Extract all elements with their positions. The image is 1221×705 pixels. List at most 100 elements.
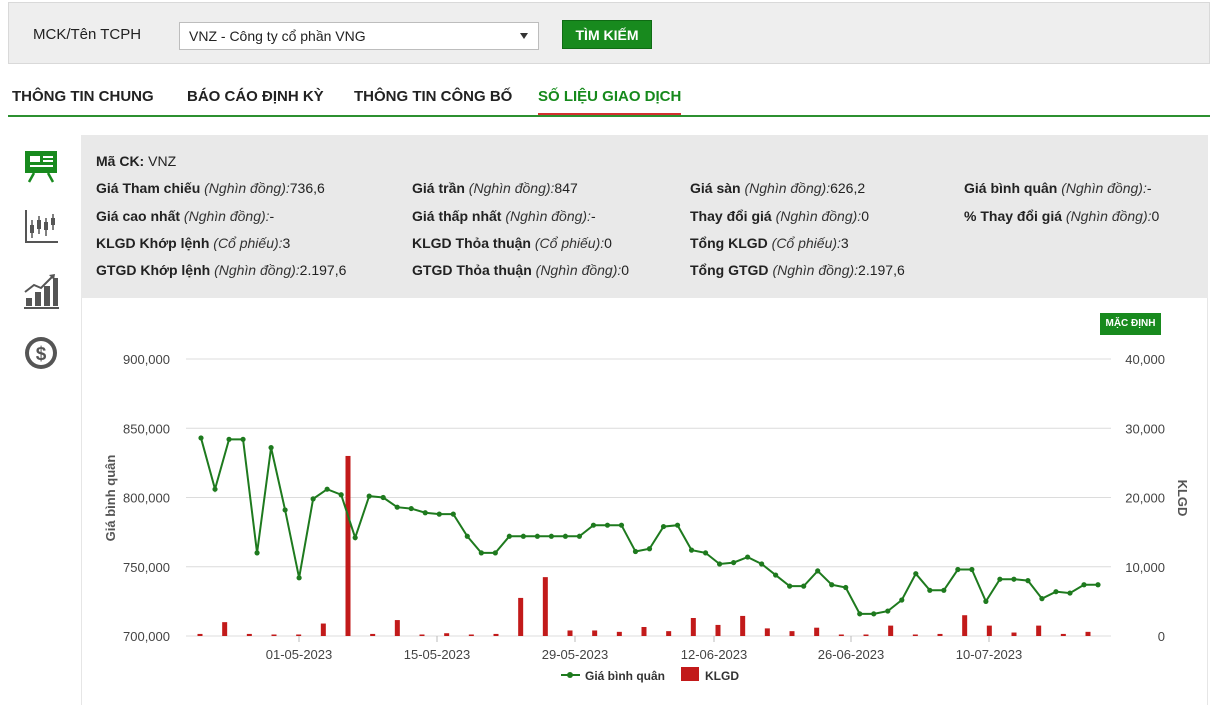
- volume-bar: [468, 634, 474, 636]
- ref-price: Giá Tham chiếu (Nghìn đồng):736,6: [96, 180, 325, 196]
- price-point: [801, 583, 807, 589]
- price-point: [240, 436, 246, 442]
- volume-bar: [962, 615, 968, 636]
- volume-bar: [246, 633, 252, 636]
- price-point: [492, 550, 498, 556]
- volume-bar: [592, 630, 598, 636]
- y-tick-label: 850,000: [123, 421, 170, 436]
- legend-bar-swatch: [681, 667, 699, 681]
- search-label: MCK/Tên TCPH: [33, 26, 142, 43]
- high-price: Giá cao nhất (Nghìn đồng):-: [96, 208, 275, 224]
- volume-bar: [690, 617, 696, 636]
- price-point: [226, 436, 232, 442]
- volume-bar: [1036, 625, 1042, 636]
- volume-bar: [937, 633, 943, 636]
- price-point: [198, 435, 204, 441]
- default-button[interactable]: MẶC ĐỊNH: [1100, 313, 1161, 335]
- volume-bar: [493, 633, 499, 636]
- volume-bar: [345, 455, 351, 636]
- y-tick-label: 800,000: [123, 491, 170, 506]
- price-point: [955, 566, 961, 573]
- volume-bar: [542, 577, 548, 636]
- price-point: [576, 533, 583, 539]
- price-point: [899, 597, 905, 603]
- volume-bar: [296, 634, 302, 636]
- price-point: [674, 522, 681, 528]
- volume-bar: [666, 631, 672, 636]
- tab-trading-data[interactable]: SỐ LIỆU GIAO DỊCH: [538, 88, 682, 115]
- search-button[interactable]: TÌM KIẾM: [562, 20, 652, 49]
- price-point: [254, 550, 260, 556]
- volume-bar: [641, 626, 647, 636]
- candlestick-icon[interactable]: [22, 208, 60, 246]
- volume-bar: [518, 597, 524, 636]
- price-point: [983, 598, 989, 604]
- dollar-coin-icon[interactable]: $: [22, 334, 60, 372]
- price-point: [352, 535, 358, 541]
- stock-select-value: VNZ - Công ty cổ phần VNG: [189, 28, 366, 44]
- price-point: [787, 583, 793, 589]
- volume-bar: [271, 634, 277, 636]
- y2-axis-title: KLGD: [1175, 480, 1190, 517]
- x-tick-label: 26-06-2023: [818, 647, 885, 662]
- presentation-board-icon[interactable]: [22, 146, 60, 184]
- price-point: [1011, 576, 1017, 582]
- price-point: [773, 572, 779, 578]
- volume-bar: [1085, 631, 1091, 636]
- x-tick-label: 29-05-2023: [542, 647, 609, 662]
- gtgd-total: Tổng GTGD (Nghìn đồng):2.197,6: [690, 262, 905, 278]
- volume-bar: [567, 630, 573, 636]
- volume-bar: [444, 633, 450, 636]
- price-point: [548, 533, 554, 539]
- legend-line-label: Giá bình quân: [585, 669, 665, 683]
- klgd-negotiated: KLGD Thỏa thuận (Cổ phiếu):0: [412, 235, 612, 251]
- price-point: [296, 575, 302, 581]
- gtgd-matched: GTGD Khớp lệnh (Nghìn đồng):2.197,6: [96, 262, 347, 278]
- volume-bar: [419, 634, 425, 636]
- avg-price: Giá bình quân (Nghìn đồng):-: [964, 180, 1152, 196]
- tab-periodic-reports[interactable]: BÁO CÁO ĐỊNH KỲ: [187, 88, 324, 105]
- price-point: [815, 568, 821, 574]
- legend-bar-label: KLGD: [705, 669, 739, 683]
- price-point: [324, 486, 330, 492]
- y-tick-label: 750,000: [123, 560, 170, 575]
- price-point: [282, 507, 288, 513]
- y-tick-label: 900,000: [123, 352, 170, 367]
- price-point: [450, 511, 456, 517]
- stock-info-panel: Mã CK: VNZ Giá Tham chiếu (Nghìn đồng):7…: [81, 135, 1208, 298]
- chart-container: [81, 298, 1208, 705]
- price-point: [562, 533, 569, 539]
- volume-bar: [986, 625, 992, 636]
- svg-text:$: $: [36, 344, 47, 365]
- volume-bar: [838, 634, 844, 636]
- price-point: [702, 550, 709, 556]
- price-point: [408, 505, 414, 512]
- floor-price: Giá sàn (Nghìn đồng):626,2: [690, 180, 866, 196]
- price-point: [366, 493, 372, 499]
- price-point: [745, 554, 751, 560]
- stock-select[interactable]: VNZ - Công ty cổ phần VNG: [179, 22, 539, 50]
- price-point: [969, 566, 975, 573]
- tab-general-info[interactable]: THÔNG TIN CHUNG: [12, 88, 154, 105]
- price-point: [212, 486, 218, 492]
- tab-disclosures[interactable]: THÔNG TIN CÔNG BỐ: [354, 88, 513, 105]
- volume-bar: [320, 623, 326, 636]
- volume-bar: [197, 633, 203, 636]
- price-point: [310, 496, 316, 502]
- price-point: [646, 546, 653, 552]
- price-point: [506, 533, 512, 539]
- tab-bar: THÔNG TIN CHUNG BÁO CÁO ĐỊNH KỲ THÔNG TI…: [8, 80, 1210, 117]
- volume-bar: [863, 634, 869, 636]
- price-point: [1053, 589, 1059, 595]
- price-point: [464, 533, 470, 539]
- bar-growth-icon[interactable]: [22, 272, 60, 310]
- volume-bar: [789, 631, 795, 636]
- price-point: [759, 561, 765, 567]
- price-point: [885, 608, 891, 614]
- low-price: Giá thấp nhất (Nghìn đồng):-: [412, 208, 596, 224]
- volume-bar: [394, 620, 400, 636]
- price-point: [1067, 590, 1073, 596]
- price-point: [268, 445, 274, 451]
- volume-bar: [715, 624, 721, 636]
